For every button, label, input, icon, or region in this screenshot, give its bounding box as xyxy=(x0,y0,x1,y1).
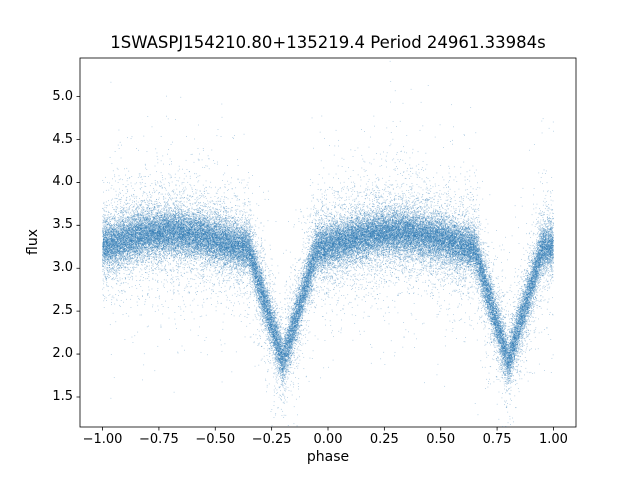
x-tick-label: 0.25 xyxy=(369,432,399,447)
x-tick-label: 0.75 xyxy=(482,432,512,447)
x-tick-label: −0.50 xyxy=(195,432,236,447)
x-tick-label: 0.50 xyxy=(426,432,456,447)
chart-title: 1SWASPJ154210.80+135219.4 Period 24961.3… xyxy=(110,33,546,52)
x-tick-label: −1.00 xyxy=(82,432,123,447)
y-tick-label: 2.5 xyxy=(52,303,73,319)
x-tick-label: 0.00 xyxy=(313,432,343,447)
y-tick-label: 5.0 xyxy=(52,88,73,104)
y-tick-label: 3.0 xyxy=(52,260,73,276)
y-tick-label: 4.0 xyxy=(52,174,73,190)
y-axis-label: flux xyxy=(25,229,41,255)
x-axis-label: phase xyxy=(306,449,350,465)
y-tick-label: 1.5 xyxy=(52,388,73,404)
y-tick-label: 3.5 xyxy=(52,217,73,233)
x-tick-label: 1.00 xyxy=(538,432,568,447)
x-tick-label: −0.25 xyxy=(251,432,292,447)
y-tick-label: 2.0 xyxy=(52,346,73,362)
x-tick-label: −0.75 xyxy=(138,432,179,447)
y-tick-label: 4.5 xyxy=(52,131,73,147)
